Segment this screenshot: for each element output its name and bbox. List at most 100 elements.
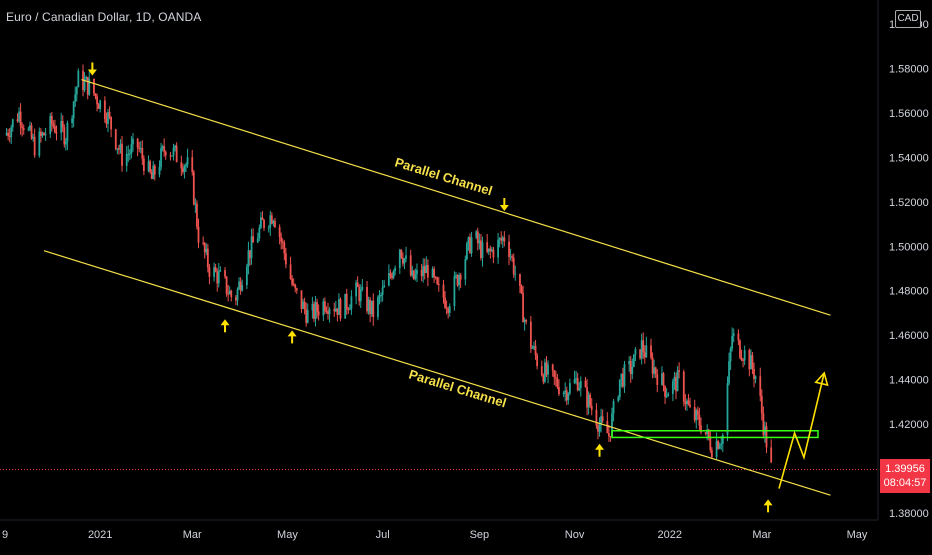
candle-body [119, 143, 122, 150]
projection-path[interactable] [778, 372, 826, 489]
candle-body [171, 155, 173, 157]
candle-body [19, 111, 22, 127]
candle-body [459, 274, 462, 280]
candle-body [742, 359, 744, 361]
candle-body [99, 100, 102, 109]
candle-body [391, 275, 393, 278]
candle-body [280, 237, 283, 242]
candle-body [686, 400, 688, 404]
candle-body [565, 390, 568, 401]
candle-body [508, 241, 510, 257]
candle-body [444, 297, 446, 308]
candle-body [225, 276, 228, 294]
candle-body [600, 416, 602, 425]
candle-body [675, 376, 677, 392]
candle-body [426, 265, 429, 278]
candle-body [754, 376, 757, 380]
candle-body [623, 364, 626, 387]
candle-body [698, 415, 701, 426]
lower-channel-line[interactable] [43, 250, 831, 496]
candle-body [55, 132, 58, 134]
candle-body [696, 410, 699, 416]
candle-body [662, 373, 665, 386]
candle-body [729, 348, 732, 362]
price-tick-label: 1.42000 [889, 419, 929, 431]
time-axis[interactable]: 9 2021 Mar May Jul Sep Nov 2022 Mar May [2, 529, 868, 541]
support-zone-rectangle[interactable] [611, 430, 819, 439]
candle-body [142, 158, 145, 172]
candle-body [369, 299, 372, 315]
candle-body [534, 345, 537, 356]
candle-body [717, 441, 720, 449]
candle-body [238, 281, 240, 290]
candle-body [323, 301, 326, 311]
candle-body [127, 153, 130, 155]
candle-body [291, 278, 294, 285]
time-tick-label: Mar [752, 529, 771, 541]
candle-body [622, 373, 624, 387]
candle-body [150, 171, 153, 179]
candle-body [665, 396, 668, 398]
price-tick-label: 1.46000 [889, 330, 929, 342]
candle-body [213, 267, 215, 277]
candle-body [216, 271, 219, 284]
candle-body [16, 119, 19, 122]
candle-body [737, 333, 740, 341]
candle-body [30, 125, 33, 139]
upper-channel-line[interactable] [81, 78, 831, 316]
candle-body [687, 400, 690, 405]
candle-body [514, 273, 517, 275]
candle-body [38, 131, 41, 156]
candle-body [470, 237, 473, 254]
candle-body [367, 299, 370, 312]
candle-body [74, 94, 77, 102]
candle-body [41, 132, 44, 136]
candle-body [531, 347, 534, 349]
currency-badge[interactable]: CAD [895, 10, 921, 28]
candle-body [642, 340, 645, 353]
candle-body [770, 447, 773, 463]
candle-body [609, 436, 612, 438]
time-tick-label: May [277, 529, 298, 541]
candle-body [269, 215, 272, 228]
candle-body [278, 227, 281, 238]
candle-body [118, 148, 120, 150]
candle-body [263, 220, 265, 229]
candle-body [235, 297, 237, 301]
candle-body [640, 340, 643, 359]
candle-body [437, 284, 440, 286]
candle-body [147, 161, 150, 172]
candle-body [181, 168, 184, 173]
candle-body [206, 248, 209, 268]
candle-body [706, 429, 709, 435]
price-axis[interactable]: 1.380001.400001.420001.440001.460001.480… [889, 19, 929, 520]
candle-body [114, 129, 117, 149]
candle-body [739, 340, 741, 358]
candle-body [704, 432, 707, 435]
candle-body [356, 282, 359, 288]
candle-body [153, 165, 156, 175]
candle-body [160, 148, 162, 168]
candle-body [590, 405, 593, 410]
candle-body [370, 300, 373, 315]
candle-body [224, 270, 226, 277]
candle-body [661, 373, 663, 385]
candle-body [300, 290, 303, 309]
candle-body [328, 309, 331, 315]
candle-body [245, 266, 248, 286]
candle-body [544, 362, 546, 382]
candle-body [497, 239, 499, 258]
candle-body [205, 248, 208, 253]
candle-body [405, 255, 407, 259]
candle-body [174, 145, 176, 148]
candle-body [731, 335, 734, 349]
candle-body [33, 136, 36, 156]
candle-body [152, 165, 155, 179]
candle-body [107, 112, 109, 124]
candle-body [487, 248, 490, 252]
candle-body [498, 238, 501, 240]
price-tick-label: 1.38000 [889, 508, 929, 520]
candle-body [433, 268, 436, 277]
